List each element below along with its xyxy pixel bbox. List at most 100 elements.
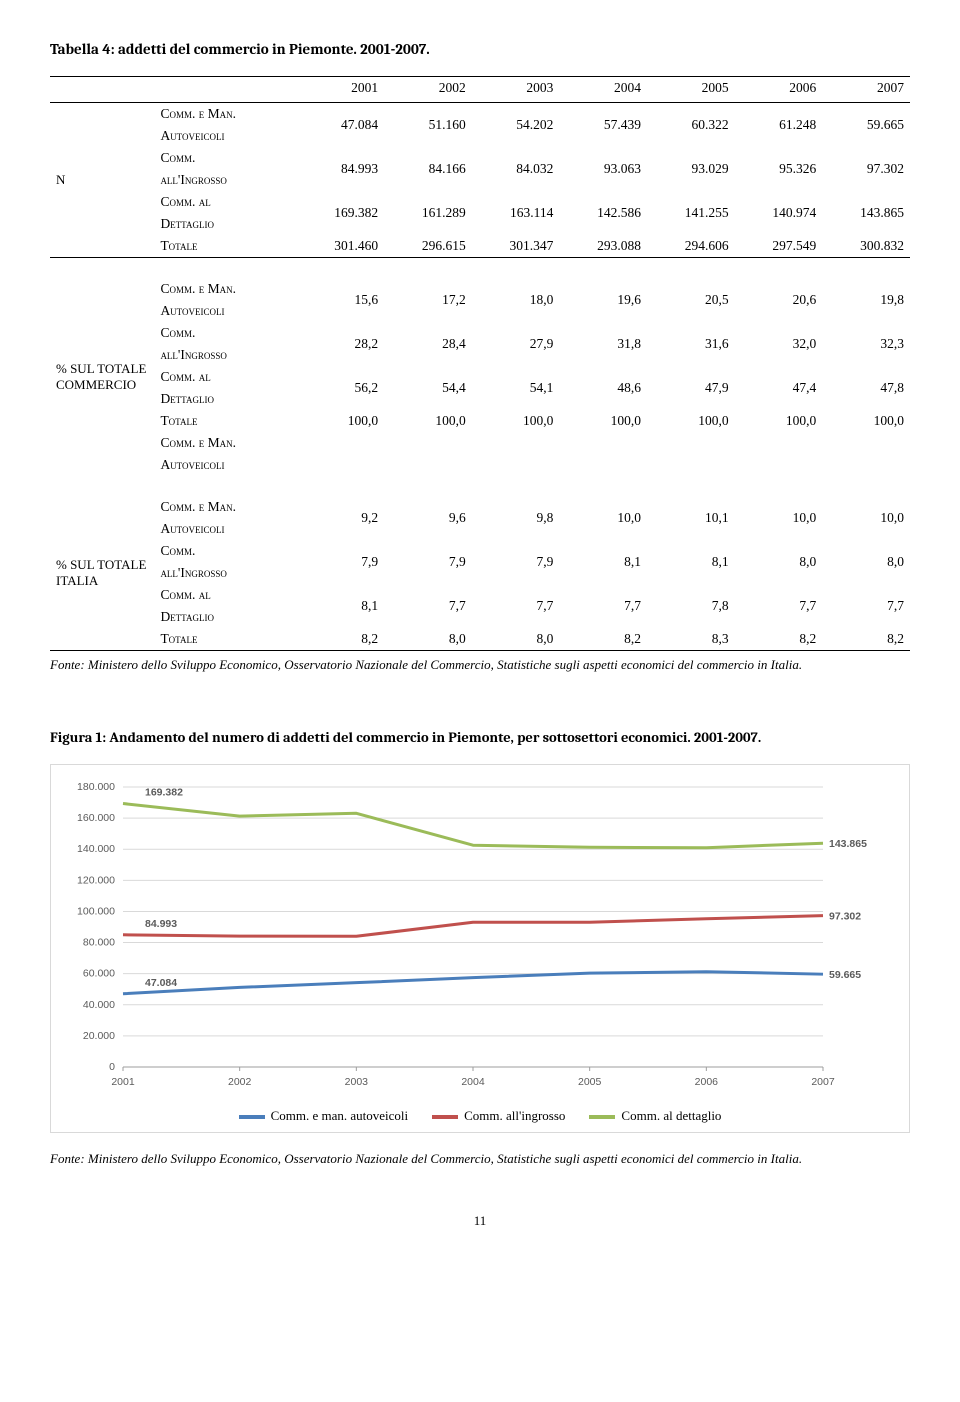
group-label: N <box>50 103 154 258</box>
cell: 296.615 <box>384 235 472 258</box>
table-row: % SUL TOTALECOMMERCIOComm. e Man.15,617,… <box>50 278 910 300</box>
cell: 142.586 <box>559 191 647 235</box>
cell: 7,7 <box>559 584 647 628</box>
svg-text:40.000: 40.000 <box>83 999 115 1011</box>
cell: 10,0 <box>735 496 823 540</box>
svg-text:169.382: 169.382 <box>145 786 183 798</box>
table-row: Comm.7,97,97,98,18,18,08,0 <box>50 540 910 562</box>
cell: 141.255 <box>647 191 735 235</box>
col-header: 2003 <box>472 77 560 103</box>
table-row: Totale100,0100,0100,0100,0100,0100,0100,… <box>50 410 910 432</box>
svg-text:2005: 2005 <box>578 1076 602 1088</box>
table-header-row: 2001200220032004200520062007 <box>50 77 910 103</box>
svg-text:0: 0 <box>109 1061 115 1073</box>
cell: 31,6 <box>647 322 735 366</box>
table-row: Comm.28,228,427,931,831,632,032,3 <box>50 322 910 344</box>
legend-swatch <box>239 1115 265 1119</box>
cell: 8,1 <box>559 540 647 584</box>
svg-text:143.865: 143.865 <box>829 838 867 850</box>
row-label: Dettaglio <box>154 213 296 235</box>
group-label: % SUL TOTALEITALIA <box>50 496 154 651</box>
cell: 301.460 <box>296 235 384 258</box>
table-row: Totale301.460296.615301.347293.088294.60… <box>50 235 910 258</box>
legend-swatch <box>432 1115 458 1119</box>
cell: 19,6 <box>559 278 647 322</box>
page-number: 11 <box>50 1213 910 1229</box>
cell: 47,4 <box>735 366 823 410</box>
cell: 47,9 <box>647 366 735 410</box>
cell: 97.302 <box>822 147 910 191</box>
cell: 60.322 <box>647 103 735 148</box>
cell: 54,1 <box>472 366 560 410</box>
cell: 7,7 <box>472 584 560 628</box>
cell: 27,9 <box>472 322 560 366</box>
cell: 28,4 <box>384 322 472 366</box>
cell <box>472 432 560 476</box>
table-row: % SUL TOTALEITALIAComm. e Man.9,29,69,81… <box>50 496 910 518</box>
svg-text:180.000: 180.000 <box>77 781 115 793</box>
chart-container: 020.00040.00060.00080.000100.000120.0001… <box>50 764 910 1133</box>
svg-text:160.000: 160.000 <box>77 812 115 824</box>
col-header: 2004 <box>559 77 647 103</box>
cell: 8,0 <box>735 540 823 584</box>
cell: 54.202 <box>472 103 560 148</box>
cell: 9,6 <box>384 496 472 540</box>
table-row: Comm. al8,17,77,77,77,87,77,7 <box>50 584 910 606</box>
legend-item: Comm. al dettaglio <box>589 1108 721 1124</box>
cell: 8,1 <box>647 540 735 584</box>
cell: 20,6 <box>735 278 823 322</box>
table-row: Comm. e Man. <box>50 432 910 454</box>
row-label: Comm. e Man. <box>154 103 296 126</box>
cell: 95.326 <box>735 147 823 191</box>
svg-text:2006: 2006 <box>695 1076 719 1088</box>
cell: 59.665 <box>822 103 910 148</box>
row-label: Autoveicoli <box>154 518 296 540</box>
cell: 84.166 <box>384 147 472 191</box>
cell: 293.088 <box>559 235 647 258</box>
cell <box>735 432 823 476</box>
legend-label: Comm. e man. autoveicoli <box>271 1108 409 1123</box>
row-label: Comm. al <box>154 584 296 606</box>
svg-text:20.000: 20.000 <box>83 1030 115 1042</box>
svg-text:59.665: 59.665 <box>829 969 861 981</box>
col-header: 2002 <box>384 77 472 103</box>
row-label: Comm. <box>154 322 296 344</box>
row-label: Comm. <box>154 540 296 562</box>
cell: 100,0 <box>296 410 384 432</box>
svg-text:97.302: 97.302 <box>829 911 861 923</box>
cell: 10,0 <box>559 496 647 540</box>
legend-label: Comm. all'ingrosso <box>464 1108 565 1123</box>
cell: 32,0 <box>735 322 823 366</box>
cell: 100,0 <box>472 410 560 432</box>
cell: 7,9 <box>472 540 560 584</box>
table-row: Comm.84.99384.16684.03293.06393.02995.32… <box>50 147 910 169</box>
cell: 84.993 <box>296 147 384 191</box>
cell: 9,8 <box>472 496 560 540</box>
svg-text:84.993: 84.993 <box>145 918 177 930</box>
cell: 10,0 <box>822 496 910 540</box>
cell: 84.032 <box>472 147 560 191</box>
cell <box>559 432 647 476</box>
data-table: 2001200220032004200520062007 NComm. e Ma… <box>50 76 910 651</box>
svg-text:2007: 2007 <box>811 1076 835 1088</box>
legend-label: Comm. al dettaglio <box>621 1108 721 1123</box>
row-label: Totale <box>154 235 296 258</box>
cell: 10,1 <box>647 496 735 540</box>
row-label: Totale <box>154 410 296 432</box>
cell: 163.114 <box>472 191 560 235</box>
cell: 8,2 <box>296 628 384 651</box>
row-label: Totale <box>154 628 296 651</box>
col-header: 2007 <box>822 77 910 103</box>
row-label: all'Ingrosso <box>154 169 296 191</box>
cell: 93.029 <box>647 147 735 191</box>
cell: 56,2 <box>296 366 384 410</box>
table-row: Comm. al169.382161.289163.114142.586141.… <box>50 191 910 213</box>
cell: 8,3 <box>647 628 735 651</box>
cell: 57.439 <box>559 103 647 148</box>
cell: 7,7 <box>384 584 472 628</box>
legend-item: Comm. e man. autoveicoli <box>239 1108 409 1124</box>
row-label: Comm. e Man. <box>154 432 296 454</box>
cell: 32,3 <box>822 322 910 366</box>
cell: 8,1 <box>296 584 384 628</box>
svg-text:2002: 2002 <box>228 1076 252 1088</box>
